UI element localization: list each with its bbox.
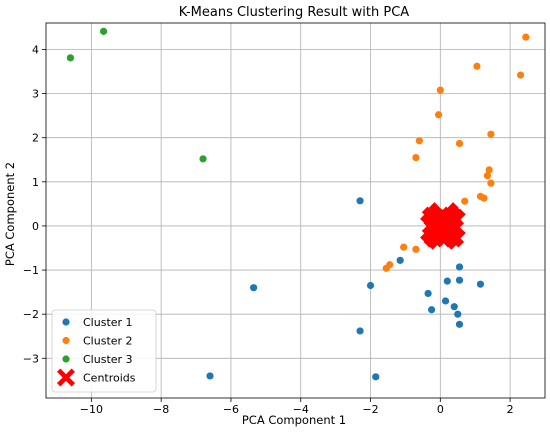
cluster-1-point <box>372 373 380 381</box>
cluster-1-point <box>424 289 432 298</box>
legend: Cluster 1 Cluster 2 Cluster 3 Centroids <box>51 309 157 393</box>
cluster-2-point <box>480 194 488 202</box>
legend-marker <box>57 368 75 387</box>
y-tick-label: −2 <box>23 308 39 321</box>
x-tick-label: −8 <box>153 403 169 416</box>
x-tick-label: −10 <box>80 403 103 416</box>
x-tick-label: −6 <box>223 403 239 416</box>
x-tick-label: 2 <box>507 403 514 416</box>
legend-label: Centroids <box>83 372 136 385</box>
legend-marker <box>62 336 70 345</box>
cluster-2-point <box>412 245 420 253</box>
y-tick-label: 1 <box>32 176 39 189</box>
x-tick-label: 0 <box>437 403 444 416</box>
cluster-3-point <box>99 27 108 35</box>
cluster-2-point <box>434 111 443 119</box>
cluster-1-point <box>441 297 450 305</box>
centroid-marker <box>435 208 466 239</box>
cluster-2-point <box>400 243 408 251</box>
cluster-1-point <box>366 281 375 290</box>
cluster-1-point <box>427 306 436 314</box>
cluster-1-point <box>455 320 464 328</box>
cluster-2-point <box>487 179 495 187</box>
centroid-markers <box>420 202 466 250</box>
cluster-2-point <box>415 137 423 145</box>
cluster-2-point <box>487 130 495 138</box>
cluster-2-point <box>522 33 530 41</box>
cluster-2-point <box>455 139 464 148</box>
legend-marker <box>62 355 70 363</box>
cluster-1-point <box>356 197 364 205</box>
cluster-3-point <box>199 155 207 163</box>
cluster-1-point <box>450 303 458 311</box>
y-tick-label: 0 <box>32 220 39 233</box>
cluster-1-point <box>455 276 464 284</box>
cluster-2-point <box>436 86 444 94</box>
cluster-2-point <box>483 172 492 180</box>
cluster-2-point <box>516 71 525 79</box>
y-axis-label: PCA Component 2 <box>3 162 17 266</box>
y-tick-label: 4 <box>32 43 39 56</box>
cluster-2-point <box>412 153 420 162</box>
y-tick-label: −1 <box>23 264 39 277</box>
cluster-2-point <box>461 197 469 205</box>
x-tick-label: −2 <box>362 403 378 416</box>
legend-label: Cluster 3 <box>83 353 133 366</box>
y-tick-label: −3 <box>23 352 39 365</box>
cluster-1-point <box>250 284 258 292</box>
cluster-1-point <box>206 372 214 380</box>
cluster-1-point <box>356 327 364 335</box>
cluster-1-point <box>396 256 404 264</box>
cluster-2-point <box>485 166 493 174</box>
cluster-1-point <box>454 310 462 318</box>
cluster-1-point <box>455 263 464 271</box>
y-tick-label: 3 <box>32 88 39 101</box>
legend-label: Cluster 2 <box>83 335 133 348</box>
cluster-2-point <box>473 62 481 70</box>
data-points <box>66 27 530 381</box>
plot-frame <box>45 22 546 399</box>
legend-marker <box>62 318 70 326</box>
x-tick-label: −4 <box>293 403 309 416</box>
cluster-2-point <box>382 264 390 272</box>
y-tick-label: 2 <box>32 132 39 145</box>
cluster-3-point <box>66 54 75 62</box>
cluster-1-point <box>443 277 451 285</box>
legend-label: Cluster 1 <box>83 316 133 329</box>
cluster-1-point <box>476 280 485 288</box>
chart-title: K-Means Clustering Result with PCA <box>179 5 409 20</box>
x-axis-label: PCA Component 1 <box>242 413 346 427</box>
legend-box <box>51 309 157 393</box>
